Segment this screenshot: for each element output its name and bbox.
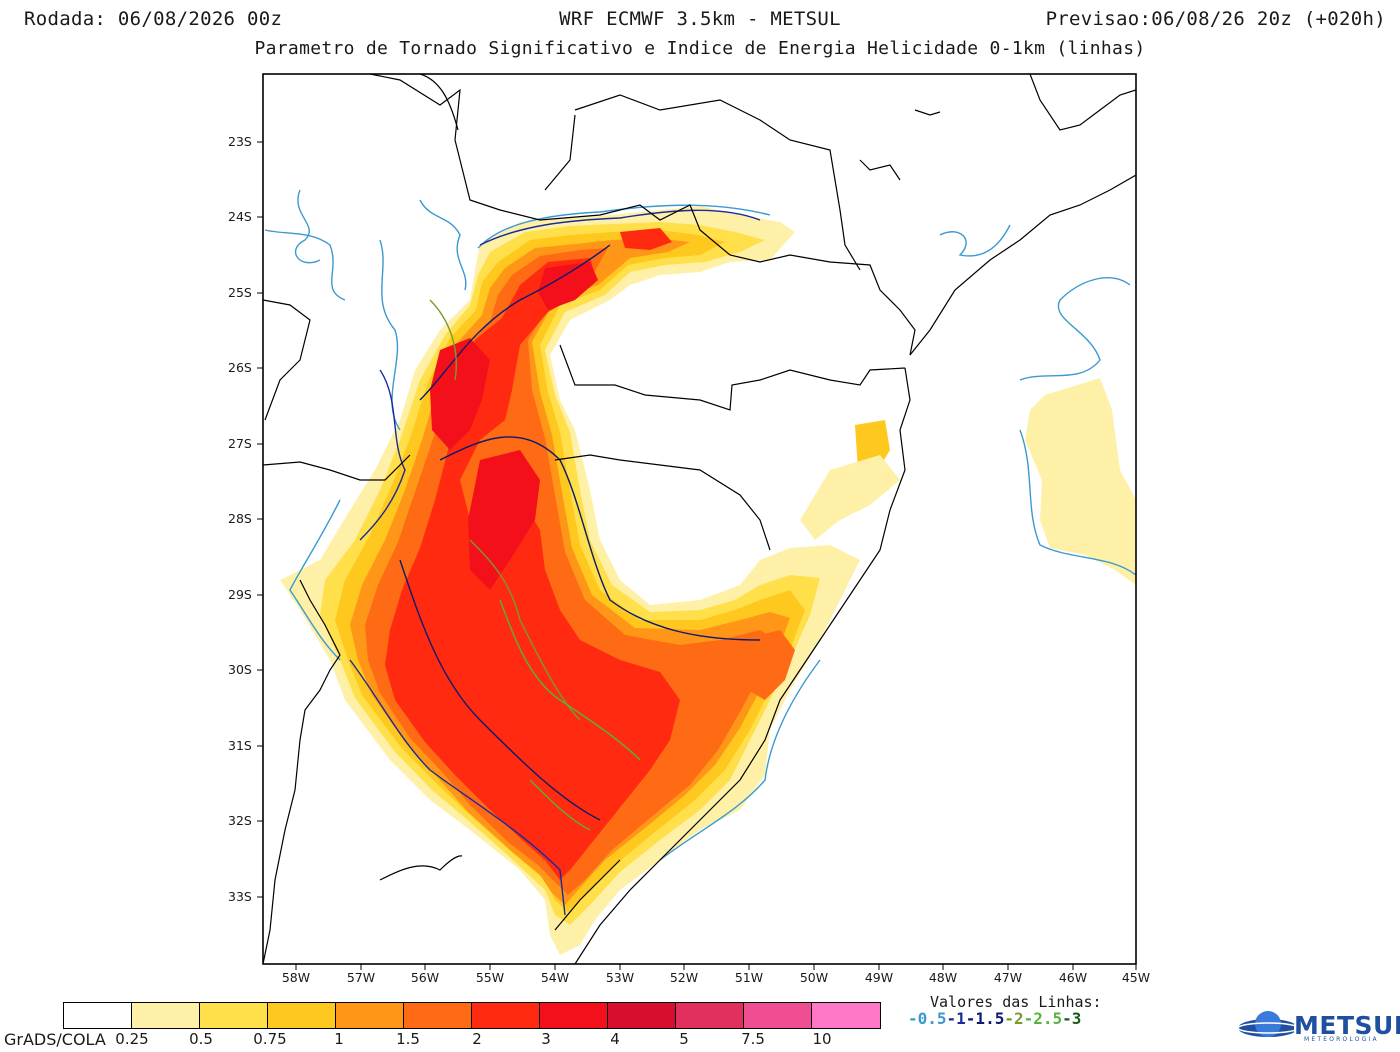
offshore-stp-area [1025,378,1136,585]
lat-tick: 30S [228,662,252,677]
lon-tick: 46W [1058,970,1088,985]
color-scale-box [540,1003,608,1028]
color-scale-box [132,1003,200,1028]
color-scale-box [64,1003,132,1028]
map-subtitle: Parametro de Tornado Significativo e Ind… [254,38,1146,59]
lon-tick: 55W [475,970,505,985]
lines-legend-values: -0.5-1-1.5-2-2.5-3 [908,1009,1081,1028]
color-scale-label: 4 [610,1030,620,1048]
color-scale-label: 1.5 [396,1030,420,1048]
line-value: -1 [946,1009,966,1028]
color-scale-bar [63,1002,881,1029]
line-value: -2 [1004,1009,1024,1028]
map-content [263,74,1136,964]
lon-tick: 49W [864,970,894,985]
lat-tick: 25S [228,285,252,300]
lon-tick: 58W [281,970,311,985]
line-value: -2.5 [1023,1009,1063,1028]
line-value: -3 [1062,1009,1082,1028]
color-scale-box [336,1003,404,1028]
color-scale-label: 1 [334,1030,344,1048]
color-scale-label: 3 [541,1030,551,1048]
run-label: Rodada: 06/08/2026 00z [24,8,283,30]
lat-tick: 31S [228,738,252,753]
color-scale-label: 0.5 [189,1030,213,1048]
color-scale-box [404,1003,472,1028]
lon-tick: 50W [799,970,829,985]
stp-field-0.5c [800,455,900,540]
logo-subtext: METEOROLOGIA [1304,1036,1379,1043]
lon-tick: 54W [540,970,570,985]
line-value: -0.5 [908,1009,947,1028]
lat-tick: 26S [228,360,252,375]
lon-tick: 53W [605,970,635,985]
color-scale-box [472,1003,540,1028]
lon-tick: 47W [993,970,1023,985]
lon-tick: 45W [1121,970,1151,985]
metsul-logo: METSUL METEOROLOGIA [1232,1006,1400,1046]
political-borders [263,74,1136,964]
lat-tick: 24S [228,209,252,224]
stp-field-3d [620,228,672,250]
color-scale-box [200,1003,268,1028]
stp-field-3b [430,338,490,450]
color-scale-label: 2 [472,1030,482,1048]
color-scale-box [812,1003,880,1028]
lines-legend-title: Valores das Linhas: [930,993,1102,1011]
lon-tick: 51W [734,970,764,985]
lat-tick: 32S [228,813,252,828]
color-scale-box [744,1003,812,1028]
helicity-contours [264,189,1136,916]
axis-ticks [257,141,1137,970]
lon-tick: 52W [669,970,699,985]
color-scale-label: 5 [679,1030,689,1048]
lat-tick: 23S [228,134,252,149]
lon-tick: 56W [410,970,440,985]
lon-tick: 48W [928,970,958,985]
globe-icon [1237,1011,1299,1037]
color-scale-box [676,1003,744,1028]
forecast-label: Previsao:06/08/26 20z (+020h) [1045,8,1386,30]
line-value: -1.5 [965,1009,1005,1028]
color-scale-label: 10 [812,1030,832,1048]
stp-field-2b [738,630,795,700]
lat-tick: 27S [228,436,252,451]
logo-text: METSUL [1294,1011,1400,1040]
lat-tick: 28S [228,511,252,526]
stp-field-3c [468,450,540,590]
stp-field-3 [538,262,598,310]
model-title: WRF ECMWF 3.5km - METSUL [559,8,841,30]
color-scale-label: 0.25 [115,1030,149,1048]
software-credit: GrADS/COLA [4,1030,106,1049]
color-scale-label: 0.75 [253,1030,287,1048]
color-scale-label: 7.5 [741,1030,765,1048]
color-scale-box [608,1003,676,1028]
lat-tick: 29S [228,587,252,602]
lat-tick: 33S [228,889,252,904]
color-scale-box [268,1003,336,1028]
lon-tick: 57W [346,970,376,985]
